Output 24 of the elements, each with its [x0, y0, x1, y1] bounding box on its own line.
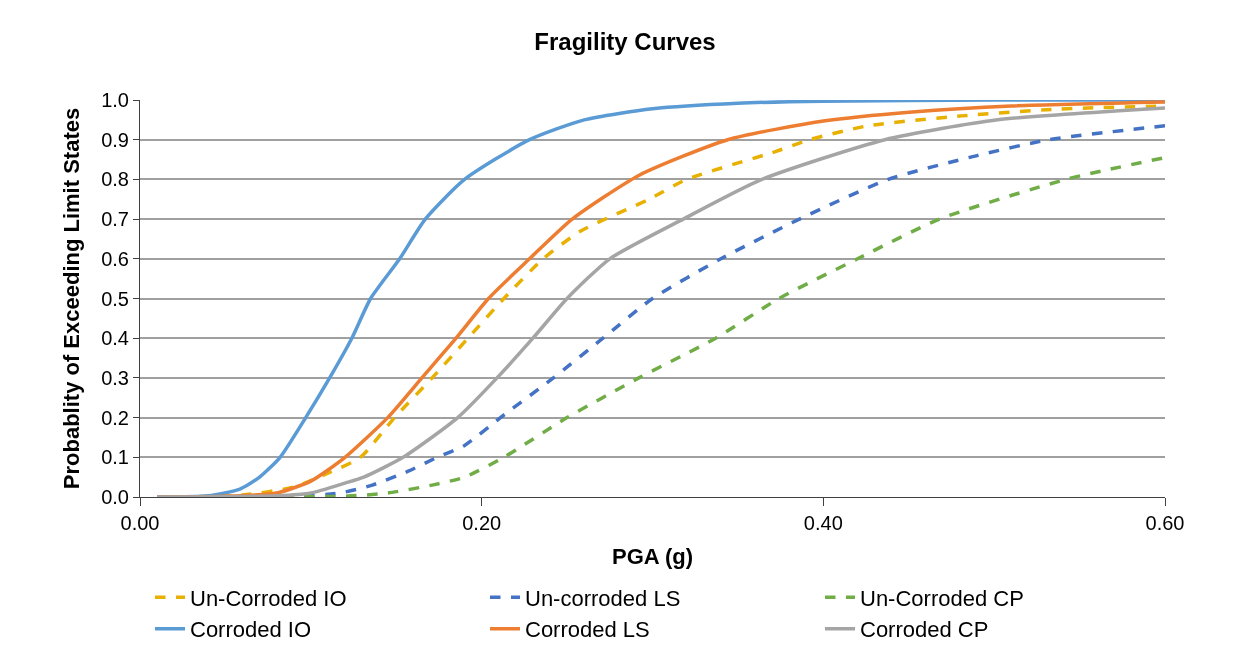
y-tick-label: 0.6 [101, 247, 129, 270]
y-tick-label: 0.4 [101, 327, 129, 350]
legend-label: Corroded LS [525, 617, 650, 643]
legend-label: Corroded CP [860, 617, 989, 643]
chart-title: Fragility Curves [534, 27, 716, 55]
y-tick-label: 1.0 [101, 89, 129, 111]
y-tick-label: 0.5 [101, 287, 129, 310]
x-axis-title: PGA (g) [611, 543, 694, 569]
legend-label: Un-Corroded CP [860, 585, 1024, 611]
y-tick-label: 0.3 [101, 366, 129, 389]
x-tick-label: 0.20 [462, 512, 502, 534]
y-tick-label: 0.7 [101, 208, 129, 231]
legend-label: Un-corroded LS [525, 585, 681, 611]
y-tick-label: 0.0 [101, 486, 129, 508]
y-tick-label: 0.8 [101, 168, 129, 191]
y-tick-label: 0.2 [101, 406, 129, 429]
y-axis-title: Probablity of Exceeding Limit States [58, 107, 84, 490]
y-tick-label: 0.1 [101, 446, 129, 469]
x-tick-label: 0.00 [120, 512, 160, 534]
legend-label: Un-Corroded IO [190, 585, 347, 611]
legend-label: Corroded IO [190, 617, 312, 643]
x-tick-label: 0.40 [803, 512, 843, 534]
x-tick-label: 0.60 [1145, 512, 1185, 534]
y-tick-label: 0.9 [101, 128, 129, 151]
